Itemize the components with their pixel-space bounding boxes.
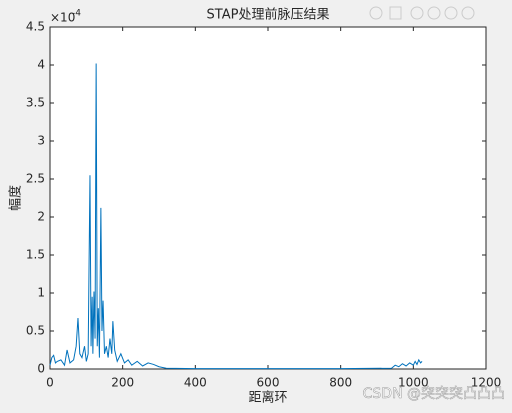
y-tick-label: 0 [37, 362, 45, 376]
y-tick-label: 1.5 [26, 248, 45, 262]
x-tick-label: 200 [111, 376, 134, 390]
x-tick-label: 800 [329, 376, 352, 390]
toolbar[interactable] [369, 6, 475, 20]
axes-box [49, 26, 487, 370]
toolbar-icon[interactable] [427, 6, 441, 20]
y-scale-exponent: -4 [72, 9, 81, 19]
y-tick-label: 3.5 [26, 96, 45, 110]
chart-title: STAP处理前脉压结果 [207, 7, 330, 23]
toolbar-icon[interactable] [389, 6, 402, 20]
y-axis-label: 幅度 [8, 185, 24, 211]
x-tick-label: 600 [257, 376, 280, 390]
x-tick-label: 1000 [398, 376, 429, 390]
toolbar-icon[interactable] [444, 6, 458, 20]
toolbar-icon[interactable] [461, 6, 475, 20]
y-tick-label: 4 [37, 58, 45, 72]
y-tick-label: 2.5 [26, 172, 45, 186]
y-tick-label: 4.5 [26, 20, 45, 34]
y-tick-label: 0.5 [26, 324, 45, 338]
y-tick-label: 2 [37, 210, 45, 224]
toolbar-icon[interactable] [410, 6, 424, 20]
y-tick-label: 3 [37, 134, 45, 148]
toolbar-icon[interactable] [369, 6, 383, 20]
y-tick-label: 1 [37, 286, 45, 300]
x-tick-label: 1200 [471, 376, 502, 390]
x-tick-label: 400 [184, 376, 207, 390]
x-tick-label: 0 [46, 376, 54, 390]
x-axis-label: 距离环 [248, 390, 287, 406]
data-line [49, 63, 423, 370]
watermark: CSDN @突突突凸凸凸 [363, 386, 505, 402]
y-scale-base: ×10 [50, 11, 75, 25]
